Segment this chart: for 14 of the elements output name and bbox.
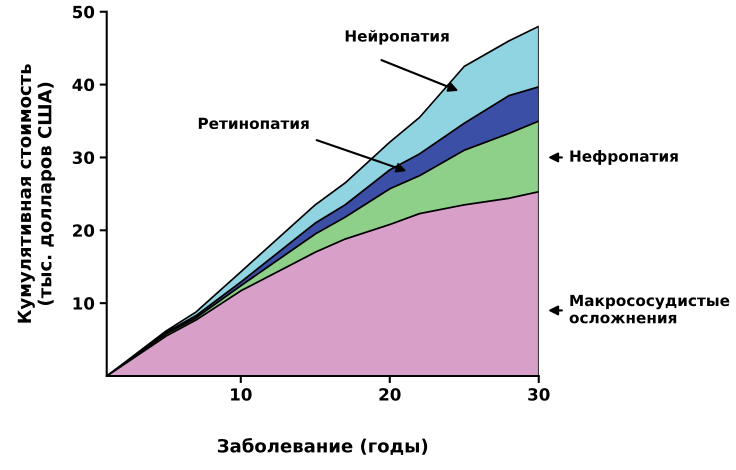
x-axis-title: Заболевание (годы)	[218, 438, 428, 455]
annotation: Нейропатия	[346, 30, 449, 45]
x-tick-label: 30	[528, 388, 550, 401]
y-tick-label: 50	[73, 6, 94, 18]
text: Макрососудистые осложнения	[570, 294, 730, 324]
x-tick-label: 10	[231, 388, 252, 401]
y-axis-title: Кумулятивная стоимость (тыс. долларов США)	[18, 64, 56, 323]
y-tick-label: 10	[74, 297, 94, 310]
text: Нефропатия	[570, 150, 678, 165]
y-tick-label: 30	[72, 151, 94, 164]
annotation: Ретинопатия	[198, 118, 309, 130]
y-tick-label: 40	[72, 78, 94, 92]
x-tick-label: 20	[379, 388, 401, 401]
y-tick-label: 20	[73, 224, 94, 237]
